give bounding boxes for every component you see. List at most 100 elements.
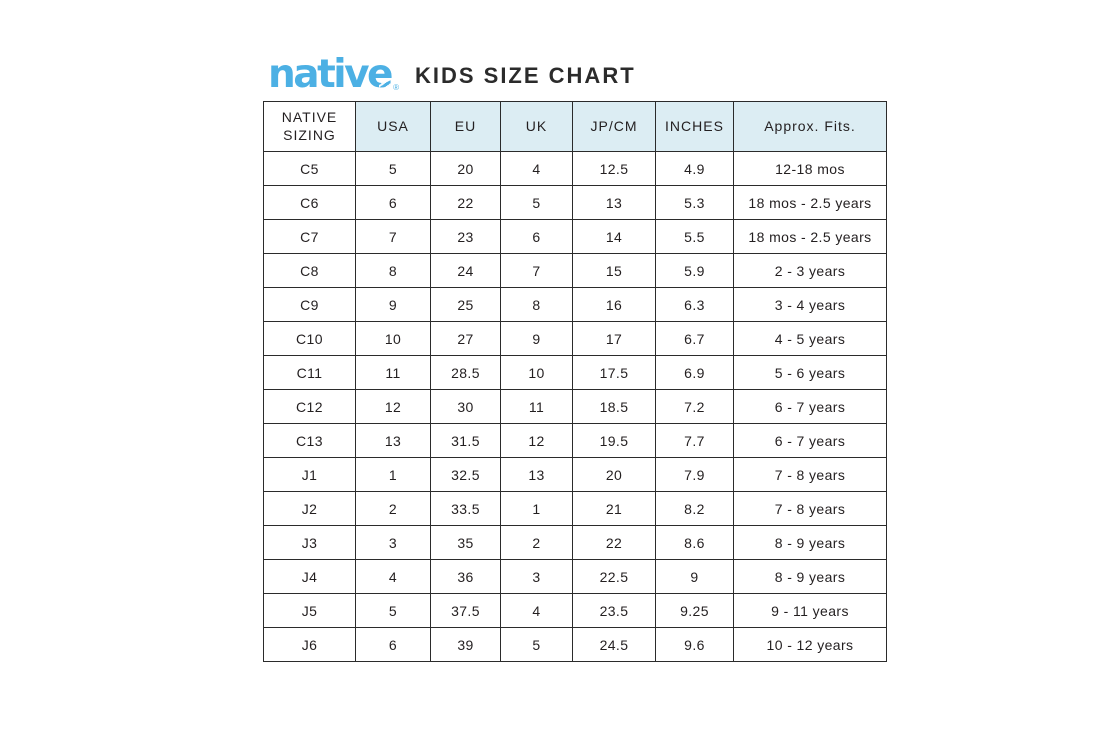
cell-c6-uk: 5 (500, 185, 573, 220)
cell-c13-jp-cm: 19.5 (572, 423, 656, 458)
cell-c8-inches: 5.9 (655, 253, 734, 288)
size-chart-table: NATIVE SIZING USA EU UK JP/CM INCHES Approx. F… (263, 101, 887, 662)
column-header-uk: UK (500, 101, 573, 152)
cell-c5-jp-cm: 12.5 (572, 151, 656, 186)
cell-j2-usa: 2 (355, 491, 431, 526)
cell-j4-jp-cm: 22.5 (572, 559, 656, 594)
table-row: J5 5 37.5 4 23.5 9.25 9 - 11 years (263, 593, 887, 628)
cell-j6-native-sizing: J6 (263, 627, 356, 662)
cell-c5-eu: 20 (430, 151, 501, 186)
cell-c12-native-sizing: C12 (263, 389, 356, 424)
cell-c11-native-sizing: C11 (263, 355, 356, 390)
cell-c8-approx-fits: 2 - 3 years (733, 253, 887, 288)
page-title: KIDS SIZE CHART (414, 63, 636, 88)
cell-j3-uk: 2 (500, 525, 573, 560)
cell-c9-approx-fits: 3 - 4 years (733, 287, 887, 322)
cell-c6-inches: 5.3 (655, 185, 734, 220)
cell-c8-eu: 24 (430, 253, 501, 288)
cell-c5-uk: 4 (500, 151, 573, 186)
table-header-row: NATIVE SIZING USA EU UK JP/CM INCHES Approx. F… (263, 101, 887, 152)
cell-j5-usa: 5 (355, 593, 431, 628)
cell-c13-eu: 31.5 (430, 423, 501, 458)
table-row: C11 11 28.5 10 17.5 6.9 5 - 6 years (263, 355, 887, 390)
cell-c9-inches: 6.3 (655, 287, 734, 322)
table-row: C9 9 25 8 16 6.3 3 - 4 years (263, 287, 887, 322)
cell-c9-jp-cm: 16 (572, 287, 656, 322)
cell-j3-usa: 3 (355, 525, 431, 560)
cell-c10-inches: 6.7 (655, 321, 734, 356)
cell-c6-eu: 22 (430, 185, 501, 220)
cell-j3-native-sizing: J3 (263, 525, 356, 560)
native-logo-text: native (268, 51, 393, 97)
table-row: C13 13 31.5 12 19.5 7.7 6 - 7 years (263, 423, 887, 458)
cell-j4-usa: 4 (355, 559, 431, 594)
cell-c11-inches: 6.9 (655, 355, 734, 390)
cell-c11-jp-cm: 17.5 (572, 355, 656, 390)
cell-j3-inches: 8.6 (655, 525, 734, 560)
cell-j4-native-sizing: J4 (263, 559, 356, 594)
cell-c8-uk: 7 (500, 253, 573, 288)
cell-c7-approx-fits: 18 mos - 2.5 years (733, 219, 887, 254)
cell-j4-eu: 36 (430, 559, 501, 594)
cell-j6-usa: 6 (355, 627, 431, 662)
cell-c12-inches: 7.2 (655, 389, 734, 424)
cell-j5-inches: 9.25 (655, 593, 734, 628)
cell-c9-uk: 8 (500, 287, 573, 322)
cell-c10-approx-fits: 4 - 5 years (733, 321, 887, 356)
table-row: C8 8 24 7 15 5.9 2 - 3 years (263, 253, 887, 288)
cell-j5-approx-fits: 9 - 11 years (733, 593, 887, 628)
table-row: J1 1 32.5 13 20 7.9 7 - 8 years (263, 457, 887, 492)
cell-j1-uk: 13 (500, 457, 573, 492)
cell-c11-usa: 11 (355, 355, 431, 390)
cell-c10-native-sizing: C10 (263, 321, 356, 356)
cell-c13-inches: 7.7 (655, 423, 734, 458)
cell-c12-jp-cm: 18.5 (572, 389, 656, 424)
table-row: C7 7 23 6 14 5.5 18 mos - 2.5 years (263, 219, 887, 254)
cell-c11-eu: 28.5 (430, 355, 501, 390)
cell-j2-eu: 33.5 (430, 491, 501, 526)
cell-j6-uk: 5 (500, 627, 573, 662)
cell-j1-native-sizing: J1 (263, 457, 356, 492)
table-body: C5 5 20 4 12.5 4.9 12-18 mos C6 6 22 5 13 5.3 18 mos … (263, 151, 887, 662)
cell-j4-inches: 9 (655, 559, 734, 594)
cell-j2-inches: 8.2 (655, 491, 734, 526)
column-header-usa: USA (355, 101, 431, 152)
cell-c10-eu: 27 (430, 321, 501, 356)
cell-c11-uk: 10 (500, 355, 573, 390)
cell-c10-usa: 10 (355, 321, 431, 356)
cell-j3-approx-fits: 8 - 9 years (733, 525, 887, 560)
cell-c7-usa: 7 (355, 219, 431, 254)
cell-c10-jp-cm: 17 (572, 321, 656, 356)
cell-c5-native-sizing: C5 (263, 151, 356, 186)
cell-c6-approx-fits: 18 mos - 2.5 years (733, 185, 887, 220)
cell-j6-jp-cm: 24.5 (572, 627, 656, 662)
column-header-native-sizing: NATIVE SIZING (263, 101, 356, 152)
cell-c13-uk: 12 (500, 423, 573, 458)
cell-j3-jp-cm: 22 (572, 525, 656, 560)
table-row: C10 10 27 9 17 6.7 4 - 5 years (263, 321, 887, 356)
column-header-approx-fits: Approx. Fits. (733, 101, 887, 152)
cell-j5-eu: 37.5 (430, 593, 501, 628)
cell-c13-native-sizing: C13 (263, 423, 356, 458)
page-header: native ® KIDS SIZE CHART (268, 52, 636, 96)
cell-j2-native-sizing: J2 (263, 491, 356, 526)
cell-c12-usa: 12 (355, 389, 431, 424)
cell-j5-native-sizing: J5 (263, 593, 356, 628)
cell-j3-eu: 35 (430, 525, 501, 560)
cell-c7-jp-cm: 14 (572, 219, 656, 254)
column-header-inches: INCHES (655, 101, 734, 152)
cell-j4-approx-fits: 8 - 9 years (733, 559, 887, 594)
cell-c9-usa: 9 (355, 287, 431, 322)
table-row: J2 2 33.5 1 21 8.2 7 - 8 years (263, 491, 887, 526)
cell-j1-inches: 7.9 (655, 457, 734, 492)
column-header-eu: EU (430, 101, 501, 152)
cell-c8-native-sizing: C8 (263, 253, 356, 288)
cell-c12-eu: 30 (430, 389, 501, 424)
table-row: J6 6 39 5 24.5 9.6 10 - 12 years (263, 627, 887, 662)
cell-j2-jp-cm: 21 (572, 491, 656, 526)
cell-c8-usa: 8 (355, 253, 431, 288)
table-row: J3 3 35 2 22 8.6 8 - 9 years (263, 525, 887, 560)
cell-j6-eu: 39 (430, 627, 501, 662)
cell-j4-uk: 3 (500, 559, 573, 594)
